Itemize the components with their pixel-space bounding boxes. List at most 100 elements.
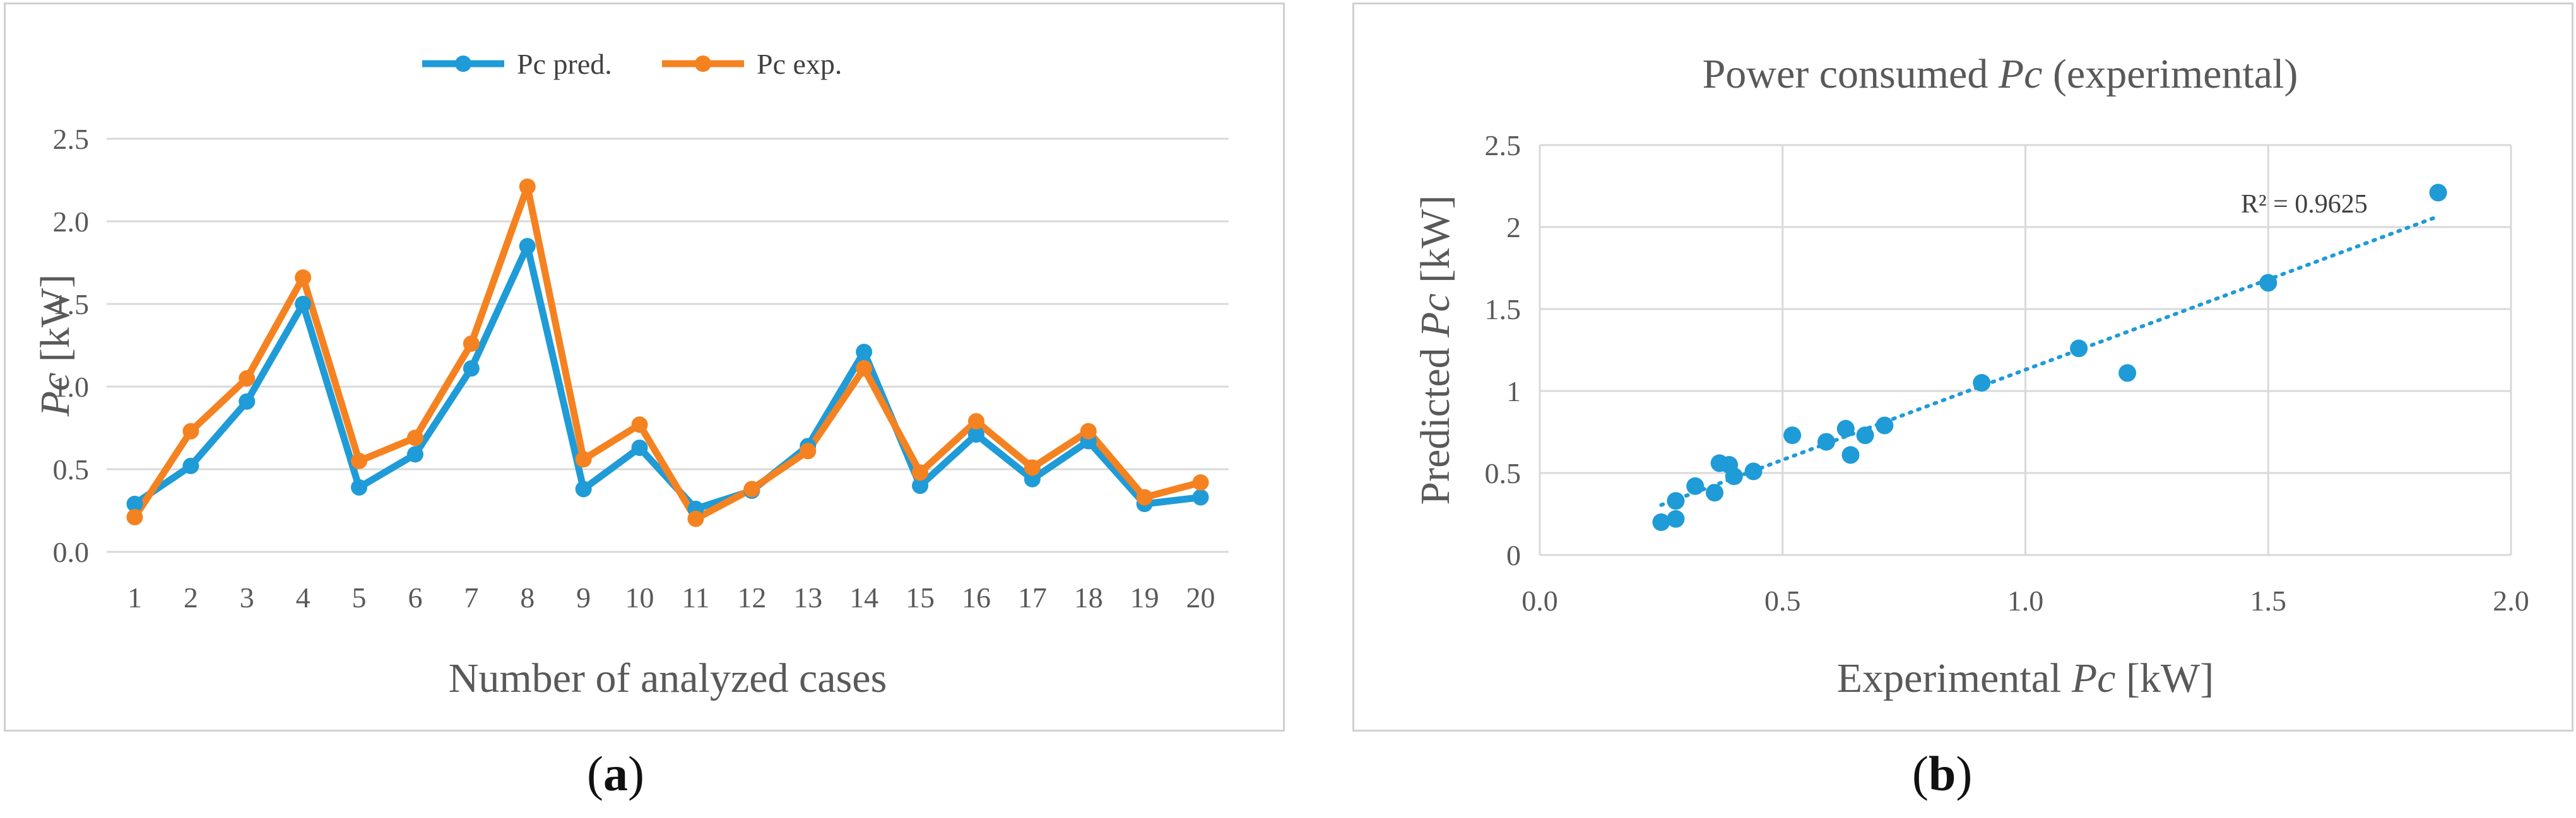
y-tick-label: 1.5 (1485, 293, 1521, 325)
x-tick-label: 1.5 (2250, 585, 2287, 617)
x-tick-label: 11 (682, 581, 709, 614)
series-1-point (239, 393, 256, 410)
series-1-point (463, 360, 480, 377)
series-2-point (575, 451, 592, 468)
x-axis-label: Number of analyzed cases (449, 655, 887, 701)
x-tick-label: 15 (906, 581, 935, 614)
x-tick-label: 18 (1074, 581, 1103, 614)
x-tick-label: 19 (1130, 581, 1159, 614)
scatter-point (1973, 374, 1991, 392)
y-axis-symbol: Pc (32, 373, 78, 418)
y-axis-prefix: Predicted (1412, 337, 1458, 505)
series-line-2 (131, 183, 1202, 523)
series-1-point (631, 439, 648, 456)
scatter-point (2429, 184, 2447, 202)
y-tick-label: 1.0 (53, 371, 90, 403)
scatter-point (2070, 339, 2088, 358)
series-2-point (126, 508, 143, 525)
series-1-point (182, 457, 199, 474)
legend-label: Pc pred. (517, 48, 612, 80)
series-2-point (800, 443, 817, 460)
x-axis-label: Experimental Pc [kW] (1837, 655, 2214, 701)
x-tick-label: 1.0 (2007, 585, 2044, 617)
y-tick-label: 2.0 (53, 206, 90, 238)
y-axis-label: Pc [kW] (32, 274, 78, 417)
series-2-point (295, 269, 312, 286)
x-tick-label: 3 (240, 581, 254, 614)
series-1-point (1024, 470, 1041, 488)
y-tick-label: 2.5 (1485, 129, 1521, 161)
x-tick-label: 4 (296, 581, 310, 614)
y-axis-unit: [kW] (32, 274, 78, 373)
x-tick-label: 8 (520, 581, 535, 614)
scatter-point (1836, 419, 1855, 438)
series-1-point (519, 238, 536, 255)
r-squared-annotation: R² = 0.9625 (2241, 190, 2368, 219)
y-tick-label: 2.5 (53, 123, 90, 155)
series-2-point (406, 429, 423, 447)
series-2-point (239, 370, 256, 387)
title-suffix: (experimental) (2042, 51, 2298, 97)
series-2-point (631, 416, 648, 433)
y-tick-label: 0 (1506, 539, 1521, 571)
x-tick-label: 10 (625, 581, 654, 614)
series-1-point (406, 446, 423, 463)
series-1-point (912, 477, 929, 494)
series-2-point (182, 423, 199, 440)
scatter-point (1686, 477, 1705, 495)
series-1-point (575, 481, 592, 498)
y-tick-label: 2 (1506, 211, 1521, 243)
series-1-point (295, 296, 312, 312)
scatter-point (2118, 364, 2137, 382)
x-axis-prefix: Experimental (1837, 655, 2072, 701)
x-tick-label: 13 (793, 581, 822, 614)
x-tick-label: 5 (352, 581, 367, 614)
series-2-point (519, 178, 536, 195)
title-prefix: Power consumed (1703, 51, 1999, 97)
scatter-chart-svg: 0 0.5 1 1.5 2 2.5 0.0 0.5 1.0 1.5 2.0 R² = 0.9625 Po… (1412, 51, 2529, 701)
y-tick-label: 1 (1506, 375, 1521, 407)
chart-panel-a: 0.0 0.5 1.0 1.5 2.0 2.5 1 2 3 4 5 6 7 8 9 10 11 12 13 14 15 1… (4, 3, 1285, 732)
scatter-point (1652, 513, 1670, 531)
x-axis-symbol: Pc (2071, 655, 2116, 701)
scatter-point (1667, 492, 1685, 510)
y-axis-symbol: Pc (1412, 293, 1458, 338)
y-axis-label: Predicted Pc [kW] (1412, 195, 1458, 505)
series-2-point (1136, 489, 1153, 506)
scatter-point (1856, 426, 1874, 445)
series-2-point (351, 452, 368, 469)
series-2-point (967, 413, 984, 430)
legend-swatch-marker (695, 56, 711, 72)
scatter-point (1783, 426, 1802, 445)
panel-label-b: (b) (1912, 746, 1973, 801)
series-1-point (856, 343, 873, 360)
x-axis-unit: [kW] (2115, 655, 2214, 701)
x-tick-label: 9 (576, 581, 591, 614)
series-1-point (351, 479, 368, 496)
x-tick-label: 6 (408, 581, 422, 614)
x-tick-label: 2 (184, 581, 198, 614)
series-2-point (743, 481, 760, 498)
legend-label: Pc exp. (757, 48, 842, 80)
line-chart-svg: 0.00.51.01.52.02.51 2 3 4 5 6 7 8 9 10 11 12 13 14 15 1… (32, 48, 1229, 701)
x-tick-label: 7 (464, 581, 478, 614)
scatter-point (1706, 484, 1724, 502)
y-tick-label: 0.5 (1485, 457, 1521, 489)
y-axis-unit: [kW] (1412, 195, 1458, 293)
y-tick-label: 0.0 (53, 536, 90, 568)
series-2-point (463, 335, 480, 352)
scatter-point (1667, 510, 1685, 528)
x-tick-label: 12 (737, 581, 766, 614)
title-symbol: Pc (1998, 51, 2043, 97)
y-tick-label: 0.5 (53, 453, 90, 486)
chart-title: Power consumed Pc (experimental) (1703, 51, 2298, 97)
x-tick-label: 0.0 (1521, 585, 1558, 617)
x-tick-label: 20 (1186, 581, 1215, 614)
series-1-point (126, 496, 143, 513)
x-tick-label: 17 (1018, 581, 1047, 614)
x-tick-label: 2.0 (2493, 585, 2529, 617)
series-2-point (912, 464, 929, 481)
x-tick-label: 1 (127, 581, 142, 614)
series-1-point (1192, 489, 1209, 506)
legend-swatch-marker (455, 56, 471, 72)
